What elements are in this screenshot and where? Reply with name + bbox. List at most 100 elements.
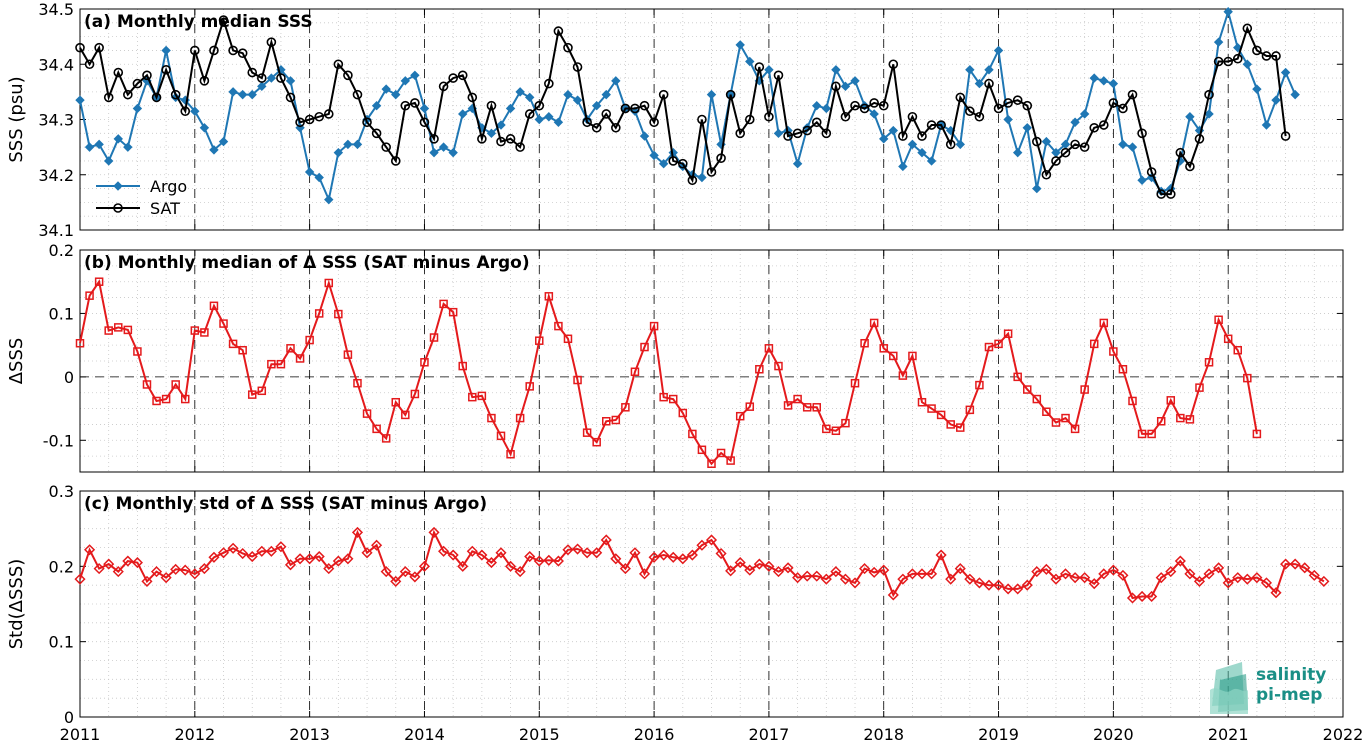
data-point — [822, 424, 831, 434]
data-point — [114, 323, 123, 332]
data-point — [1012, 95, 1023, 105]
data-point — [562, 544, 574, 556]
data-point — [380, 566, 392, 578]
data-point — [1223, 334, 1233, 344]
data-point — [218, 136, 229, 147]
data-point — [418, 560, 431, 572]
data-point — [1318, 575, 1330, 587]
plot-area — [80, 9, 1343, 230]
data-point — [764, 65, 774, 75]
data-point — [859, 100, 870, 111]
data-point — [285, 76, 296, 86]
data-point — [1089, 73, 1099, 83]
data-point — [477, 391, 487, 401]
data-point — [334, 309, 343, 319]
data-point — [113, 67, 124, 78]
data-point — [257, 81, 267, 92]
data-point — [1175, 147, 1186, 158]
data-point — [85, 291, 94, 300]
data-point — [190, 106, 200, 116]
data-point — [1050, 573, 1062, 585]
data-point — [878, 100, 889, 111]
data-point — [1193, 575, 1206, 587]
data-point — [1023, 385, 1032, 394]
data-point — [820, 573, 832, 585]
data-point — [802, 403, 812, 412]
data-point — [227, 542, 239, 554]
data-point — [926, 156, 937, 166]
data-point — [611, 76, 621, 86]
data-point — [687, 175, 698, 186]
data-point — [688, 429, 697, 439]
data-point — [486, 100, 497, 111]
data-point — [123, 89, 133, 100]
data-point — [639, 100, 650, 111]
data-point — [133, 347, 142, 356]
data-point — [906, 568, 918, 580]
x-tick-label: 2013 — [289, 725, 330, 744]
data-point — [170, 89, 181, 100]
data-point — [438, 81, 449, 92]
data-point — [75, 95, 85, 105]
x-tick-label: 2018 — [863, 725, 904, 744]
data-point — [773, 128, 784, 139]
data-point — [859, 103, 870, 114]
data-point — [621, 403, 630, 412]
data-point — [735, 40, 745, 50]
data-point — [993, 45, 1004, 56]
data-point — [228, 45, 238, 56]
data-point — [831, 81, 841, 92]
data-point — [821, 128, 832, 139]
data-point — [390, 156, 401, 166]
data-point — [353, 378, 362, 388]
data-point — [1233, 345, 1242, 355]
data-point — [956, 423, 965, 432]
data-point — [1137, 429, 1147, 439]
data-point — [304, 114, 315, 125]
data-point — [850, 100, 860, 111]
data-point — [93, 563, 105, 575]
series-line — [79, 16, 1287, 196]
data-point — [1260, 577, 1273, 589]
data-point — [705, 534, 718, 546]
data-point — [1252, 84, 1262, 94]
data-point — [984, 342, 994, 352]
data-point — [601, 109, 612, 119]
data-point — [495, 547, 507, 559]
data-point — [1107, 564, 1119, 576]
data-point — [429, 147, 439, 158]
data-point — [237, 48, 248, 59]
data-point — [420, 358, 429, 367]
data-point — [477, 134, 487, 144]
data-point — [715, 547, 727, 560]
x-tick-label: 2016 — [634, 725, 675, 744]
logo-line1: salinity — [1256, 665, 1326, 685]
data-point — [75, 338, 85, 348]
data-point — [200, 328, 209, 337]
data-point — [821, 103, 832, 114]
data-point — [898, 371, 908, 380]
data-point — [238, 345, 247, 355]
data-point — [391, 89, 401, 100]
data-point — [123, 325, 133, 335]
logo-line2: pi-mep — [1256, 685, 1322, 705]
data-point — [152, 396, 161, 406]
data-point — [84, 59, 95, 70]
x-tick-label: 2015 — [519, 725, 560, 744]
data-point — [734, 557, 746, 569]
data-point — [228, 339, 238, 349]
data-point — [984, 78, 994, 89]
data-point — [1099, 76, 1109, 86]
data-point — [1252, 45, 1262, 56]
data-point — [1223, 7, 1233, 17]
data-point — [1203, 568, 1215, 580]
data-point — [802, 125, 812, 136]
data-point — [1204, 109, 1214, 119]
series-line — [79, 279, 1258, 466]
data-point — [1098, 568, 1110, 580]
data-point — [1051, 418, 1061, 427]
data-point — [1270, 587, 1282, 599]
data-point — [869, 109, 879, 119]
data-point — [572, 95, 583, 105]
